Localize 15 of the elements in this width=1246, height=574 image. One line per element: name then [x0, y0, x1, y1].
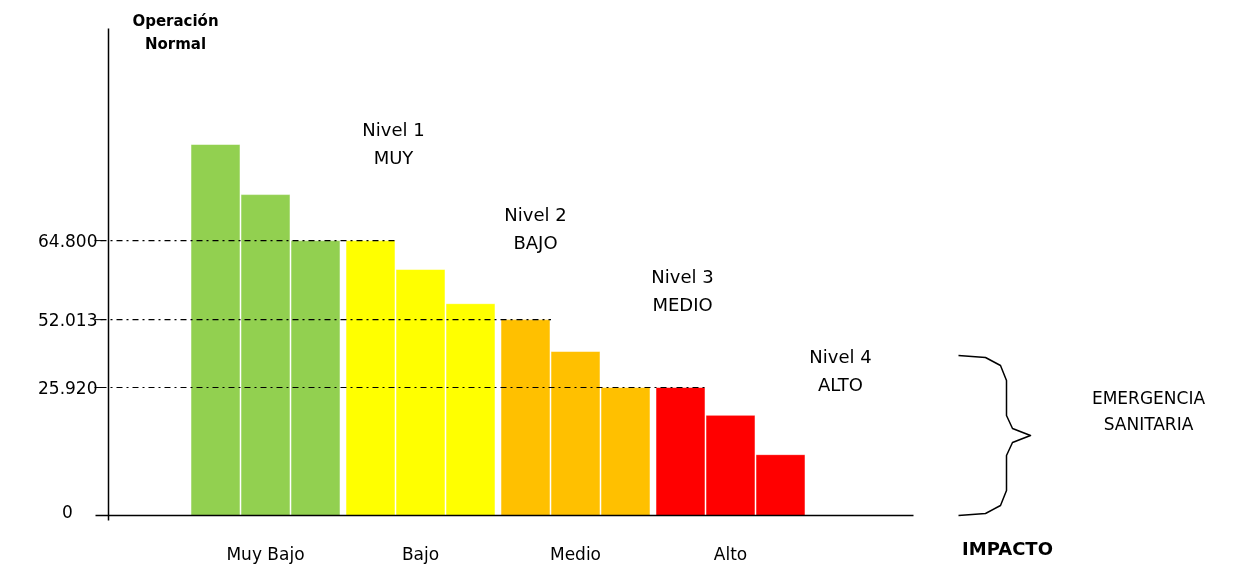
- text: Nivel 4 ALTO: [809, 346, 872, 395]
- x-tick-label: Alto: [713, 543, 748, 564]
- text: IMPACTO: [962, 538, 1053, 559]
- x-tick-label: Bajo: [401, 543, 440, 564]
- text: EMERGENCIA SANITARIA: [1091, 387, 1206, 434]
- annotation: Nivel 2 BAJO: [504, 204, 567, 253]
- text: 64.800: [38, 231, 98, 251]
- text: 52.013: [38, 310, 98, 330]
- x-tick-label: Muy Bajo: [226, 543, 305, 564]
- annotation: Nivel 3 MEDIO: [651, 266, 714, 315]
- x-tick-label: Medio: [549, 543, 602, 564]
- text: 0: [62, 502, 73, 522]
- text: Operación Normal: [132, 11, 219, 54]
- text: 25.920: [38, 378, 98, 398]
- annotation: Nivel 1 MUY: [362, 119, 425, 168]
